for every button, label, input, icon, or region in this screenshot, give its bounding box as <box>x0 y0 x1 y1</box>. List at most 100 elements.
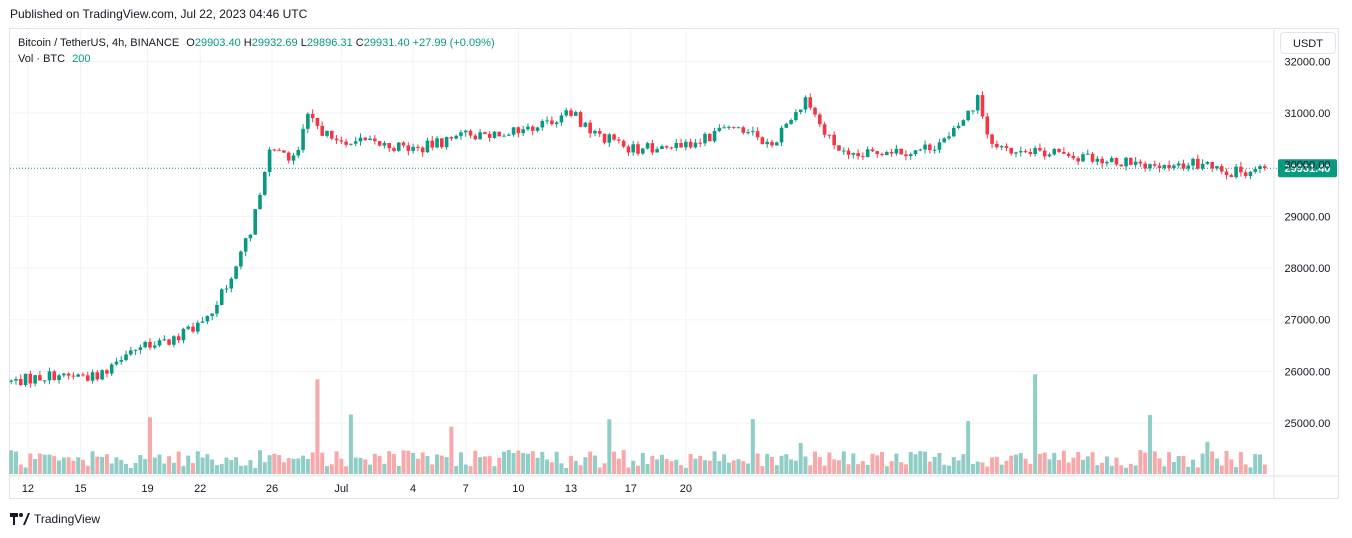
volume-bar <box>836 460 841 474</box>
currency-button[interactable]: USDT <box>1280 32 1336 54</box>
candle-body <box>535 127 540 131</box>
candle-body <box>143 341 147 348</box>
candle-body <box>344 141 348 145</box>
candle-body <box>440 138 444 148</box>
volume-bar <box>358 457 363 474</box>
volume-bar <box>143 459 148 474</box>
candle-body <box>18 379 23 386</box>
candle-body <box>621 140 626 147</box>
candle-body <box>736 127 741 129</box>
candle-body <box>401 142 406 146</box>
volume-bar <box>439 455 444 474</box>
candle-body <box>172 336 176 345</box>
legend-open: 29903.40 <box>194 37 241 49</box>
candle-body <box>1239 166 1243 173</box>
candle-body <box>1196 158 1200 169</box>
candle-body <box>593 131 597 134</box>
candle-body <box>545 120 549 122</box>
volume-bar <box>435 454 440 474</box>
volume-bar <box>281 462 286 474</box>
candle-body <box>262 171 267 195</box>
candle-body <box>674 142 679 148</box>
volume-bar <box>1109 465 1114 474</box>
candle-body <box>224 288 229 290</box>
volume-bar <box>1262 464 1267 474</box>
volume-bar <box>401 450 406 474</box>
candle-body <box>885 152 889 156</box>
volume-bar <box>176 451 181 474</box>
volume-bar <box>674 459 679 474</box>
candle-body <box>688 141 693 148</box>
candle-body <box>1157 165 1162 169</box>
volume-bar <box>1080 459 1085 474</box>
candle-body <box>1114 158 1119 165</box>
candle-body <box>239 251 243 267</box>
volume-bar <box>210 459 215 474</box>
candle-body <box>1081 154 1085 162</box>
volume-bar <box>258 450 263 474</box>
candle-body <box>684 141 688 148</box>
volume-bar <box>612 451 617 474</box>
candle-body <box>1066 153 1071 156</box>
volume-bar <box>884 466 889 474</box>
volume-bar <box>616 458 621 474</box>
candle-body <box>282 150 286 153</box>
candle-body <box>1263 166 1267 169</box>
volume-bar <box>731 460 736 474</box>
price-axis-label: 30000.00 <box>1285 160 1331 172</box>
volume-bar <box>999 464 1004 474</box>
candle-body <box>923 144 927 150</box>
volume-bar <box>47 454 52 474</box>
candle-body <box>961 120 966 126</box>
volume-bar <box>856 464 861 474</box>
candle-body <box>1210 161 1214 169</box>
volume-bar <box>1258 454 1263 474</box>
volume-bar <box>57 460 62 474</box>
volume-bar <box>970 463 975 474</box>
volume-bar <box>119 459 124 474</box>
volume-bar <box>181 465 186 474</box>
candle-body <box>449 137 454 139</box>
volume-bar <box>492 466 497 474</box>
chart-frame[interactable] <box>9 28 1339 499</box>
volume-bar <box>1243 464 1248 474</box>
volume-bar <box>195 451 200 474</box>
volume-bar <box>415 458 420 474</box>
volume-bar <box>750 419 755 474</box>
candle-body <box>626 146 631 153</box>
candle-body <box>660 146 664 150</box>
volume-bar <box>372 453 377 474</box>
volume-bar <box>808 465 813 474</box>
candle-body <box>1200 163 1205 169</box>
volume-bar <box>430 464 435 474</box>
volume-bar <box>334 451 339 474</box>
candle-body <box>904 154 908 157</box>
volume-bar <box>344 466 349 474</box>
volume-bar <box>1018 453 1023 474</box>
candle-body <box>765 141 769 145</box>
candle-body <box>760 137 765 145</box>
candle-body <box>392 148 396 151</box>
candle-body <box>937 142 942 150</box>
footer-brand: TradingView <box>10 512 100 526</box>
candle-body <box>956 125 961 128</box>
price-axis-label: 27000.00 <box>1285 315 1331 327</box>
price-axis-label: 25000.00 <box>1285 418 1331 430</box>
candle-body <box>191 326 195 332</box>
volume-bar <box>942 464 947 474</box>
volume-bar <box>1085 456 1090 474</box>
candle-body <box>966 110 970 121</box>
candle-body <box>215 304 219 314</box>
volume-bar <box>994 456 999 474</box>
volume-bar <box>913 454 918 474</box>
candle-body <box>109 364 114 374</box>
candle-body <box>483 132 487 134</box>
volume-bar <box>348 414 353 474</box>
candle-body <box>373 138 377 142</box>
candle-body <box>492 131 497 138</box>
volume-bar <box>793 460 798 474</box>
volume-bar <box>774 465 779 474</box>
volume-bar <box>411 452 416 474</box>
candle-body <box>779 127 784 143</box>
